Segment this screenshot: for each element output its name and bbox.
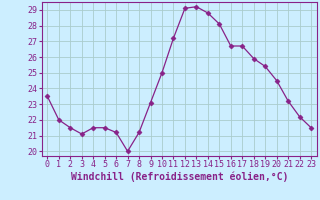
X-axis label: Windchill (Refroidissement éolien,°C): Windchill (Refroidissement éolien,°C) [70,172,288,182]
